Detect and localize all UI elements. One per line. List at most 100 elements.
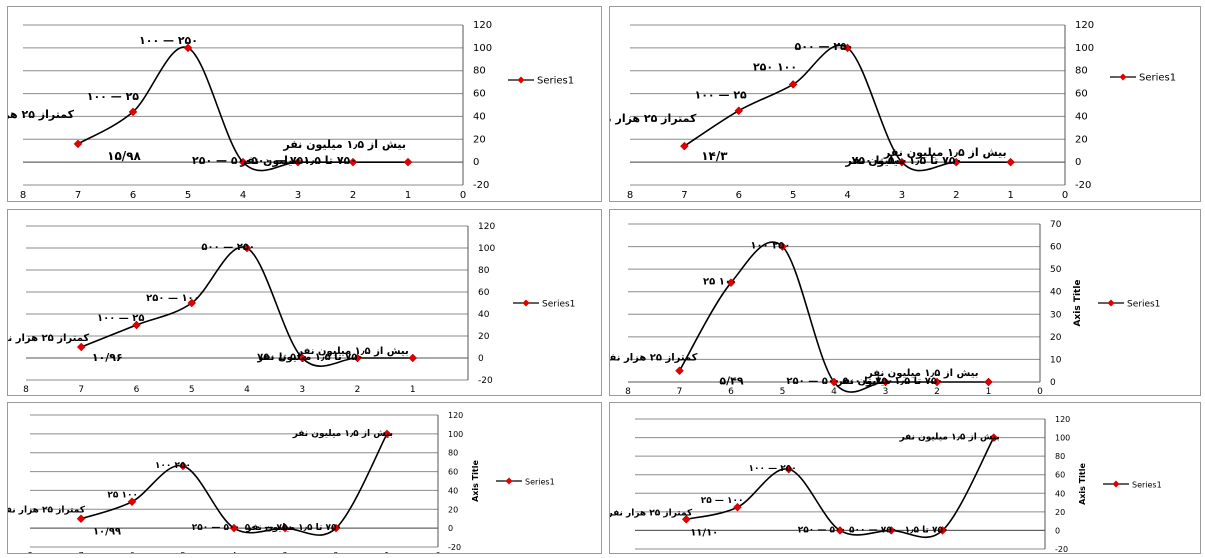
data-label: ۵۰۰ — ۲۵۰ — [798, 525, 846, 535]
data-label: ۲۵۰ — ۵۰۰ — [795, 40, 854, 53]
y-tick-label: 20 — [448, 505, 458, 514]
value-annotation: ۱۴/۳ — [701, 149, 728, 163]
data-label: ۷۵۰ تا ۱٫۵ میلیون نفر — [245, 523, 342, 533]
x-tick-label: 8 — [27, 551, 32, 554]
series-line — [80, 433, 388, 536]
x-tick-label: 8 — [625, 387, 631, 396]
legend-marker — [522, 299, 530, 307]
x-tick-label: 5 — [189, 385, 195, 395]
data-point-marker — [183, 43, 193, 53]
y-axis-title: Axis Title — [1073, 279, 1083, 326]
x-tick-label: 5 — [180, 551, 185, 554]
x-tick-label: 6 — [129, 551, 134, 554]
x-tick-label: 0 — [1042, 553, 1047, 554]
data-label: ۲۵۰ — ۱۰۰ — [139, 34, 198, 47]
data-label: ۵۰۰ — ۲۵۰ — [192, 154, 251, 167]
data-point-marker — [127, 497, 137, 507]
y-tick-label: 80 — [478, 266, 490, 276]
data-point-marker — [784, 464, 794, 474]
y-tick-label: 30 — [1050, 310, 1062, 320]
x-tick-label: 2 — [350, 190, 356, 201]
data-label: بیش از ۱٫۵ میلیون نفر — [292, 429, 393, 439]
data-label: بیش از ۱٫۵ میلیون نفر — [866, 368, 978, 379]
legend-label: Series1 — [525, 478, 555, 487]
x-tick-label: 4 — [831, 387, 837, 396]
data-point-marker — [353, 353, 362, 363]
legend-label: Series1 — [1139, 73, 1176, 84]
x-tick-label: 7 — [684, 553, 689, 554]
data-label: ۵۰۰ — ۲۵۰ — [192, 523, 240, 533]
data-point-marker — [1006, 157, 1015, 167]
x-tick-label: 7 — [681, 190, 687, 201]
data-point-marker — [733, 502, 742, 512]
data-point-marker — [989, 433, 999, 442]
y-tick-label: 50 — [1050, 265, 1062, 275]
y-tick-label: 60 — [448, 468, 458, 477]
x-tick-label: 2 — [953, 190, 959, 201]
chart-panel-4: 70 60 50 40 30 20 10 0 8 7 6 5 4 3 2 1 0 Axis Title کمتراز… — [609, 209, 1201, 396]
x-tick-label: 3 — [889, 553, 894, 554]
data-point-marker — [293, 157, 303, 167]
x-tick-label: 1 — [1007, 190, 1013, 201]
data-point-marker — [835, 526, 845, 535]
y-tick-label: 100 — [478, 244, 495, 254]
y-tick-label: 80 — [1055, 452, 1065, 461]
data-point-marker — [229, 523, 239, 533]
data-point-marker — [984, 377, 993, 387]
data-point-marker — [843, 43, 852, 53]
y-tick-label: 10 — [1050, 355, 1062, 365]
x-tick-label: 4 — [837, 553, 842, 554]
data-label: بیش از ۱٫۵ میلیون نفر — [883, 146, 1007, 159]
value-annotation: ۱۰/۹۶ — [92, 351, 123, 364]
data-point-marker — [128, 107, 138, 117]
chart-panel-3: 120 100 80 60 40 20 0 -20 8 7 6 5 4 3 2 1 کمتراز ۲۵ هزار… — [7, 209, 602, 396]
y-tick-label: 100 — [473, 43, 492, 54]
data-label: ۷۵۰ تا ۱٫۵ میلیون نفر — [239, 154, 357, 167]
data-label: ۱۰۰ — ۲۵۰ — [146, 293, 200, 304]
data-point-marker — [734, 106, 744, 116]
x-tick-label: 3 — [295, 190, 301, 201]
x-tick-label: 2 — [934, 387, 940, 396]
legend-marker — [1112, 480, 1120, 488]
data-label: کمتراز ۲۵ هزار نفر — [610, 112, 697, 125]
chart-svg-2: 120 100 80 60 40 20 0 -20 8 7 6 5 4 3 2 1 0 کمتراز ۲۵ هزا… — [610, 20, 1176, 201]
y-tick-label: 60 — [1075, 89, 1088, 100]
data-label: ۱۰۰ — ۲۵ — [701, 496, 744, 506]
data-label: ۱۰۰ ۲۵ — [107, 491, 138, 501]
data-label: ۲۵۰ ۱۰۰ — [750, 241, 790, 252]
data-point-marker — [238, 157, 248, 167]
y-tick-label: 0 — [1050, 378, 1056, 388]
data-point-marker — [788, 80, 798, 89]
x-tick-label: 7 — [75, 190, 81, 201]
legend-marker — [1107, 299, 1115, 307]
data-label: بیش از ۱٫۵ میلیون نفر — [898, 433, 999, 443]
data-point-marker — [886, 526, 896, 535]
y-tick-label: 120 — [1075, 20, 1094, 31]
chart-panel-1: 120 100 80 60 40 20 0 -20 8 7 6 5 4 3 2 1 0 کمتراز ۲۵ هزا… — [7, 6, 602, 202]
chart-svg-6: 120 100 80 60 40 20 0 -20 8 7 6 5 4 3 2 1 0 Axis Title کمت… — [610, 415, 1162, 554]
x-tick-label: 8 — [20, 190, 26, 201]
data-point-marker — [932, 377, 942, 387]
chart-panel-5: 120 100 80 60 40 20 0 -20 8 7 6 5 4 3 2 1 0 Axis Title کمت… — [7, 402, 602, 554]
y-tick-label: 120 — [448, 411, 463, 420]
x-tick-label: 4 — [240, 190, 246, 201]
y-tick-label: 0 — [478, 354, 484, 364]
y-tick-label: 20 — [478, 332, 490, 342]
data-label: ۵۰۰ تا ۷۵۰ — [257, 352, 308, 363]
y-tick-label: 20 — [473, 134, 486, 145]
chart-panel-2: 120 100 80 60 40 20 0 -20 8 7 6 5 4 3 2 1 0 کمتراز ۲۵ هزا… — [609, 6, 1201, 202]
data-label: ۲۵ — ۱۰۰ — [87, 90, 140, 103]
x-tick-label: 5 — [790, 190, 796, 201]
data-label: ۷۵۰ — ۵۰۰ — [849, 525, 897, 535]
legend-marker — [505, 477, 513, 485]
x-tick-label: 7 — [78, 385, 84, 395]
data-label: ۵۰۰ — ۲۵۰ — [786, 376, 840, 387]
data-label: ۵۰۰ تا ۷۵۰ — [852, 154, 908, 167]
x-tick-label: 4 — [844, 190, 850, 201]
data-label: ۷۵۰ تا ۱٫۵ میلیون نفر — [256, 352, 363, 363]
data-point-marker — [829, 377, 839, 387]
y-tick-label: 80 — [1075, 66, 1088, 77]
y-tick-label: 40 — [1055, 489, 1065, 498]
y-tick-label: -20 — [473, 180, 489, 191]
x-tick-label: 8 — [632, 553, 637, 554]
